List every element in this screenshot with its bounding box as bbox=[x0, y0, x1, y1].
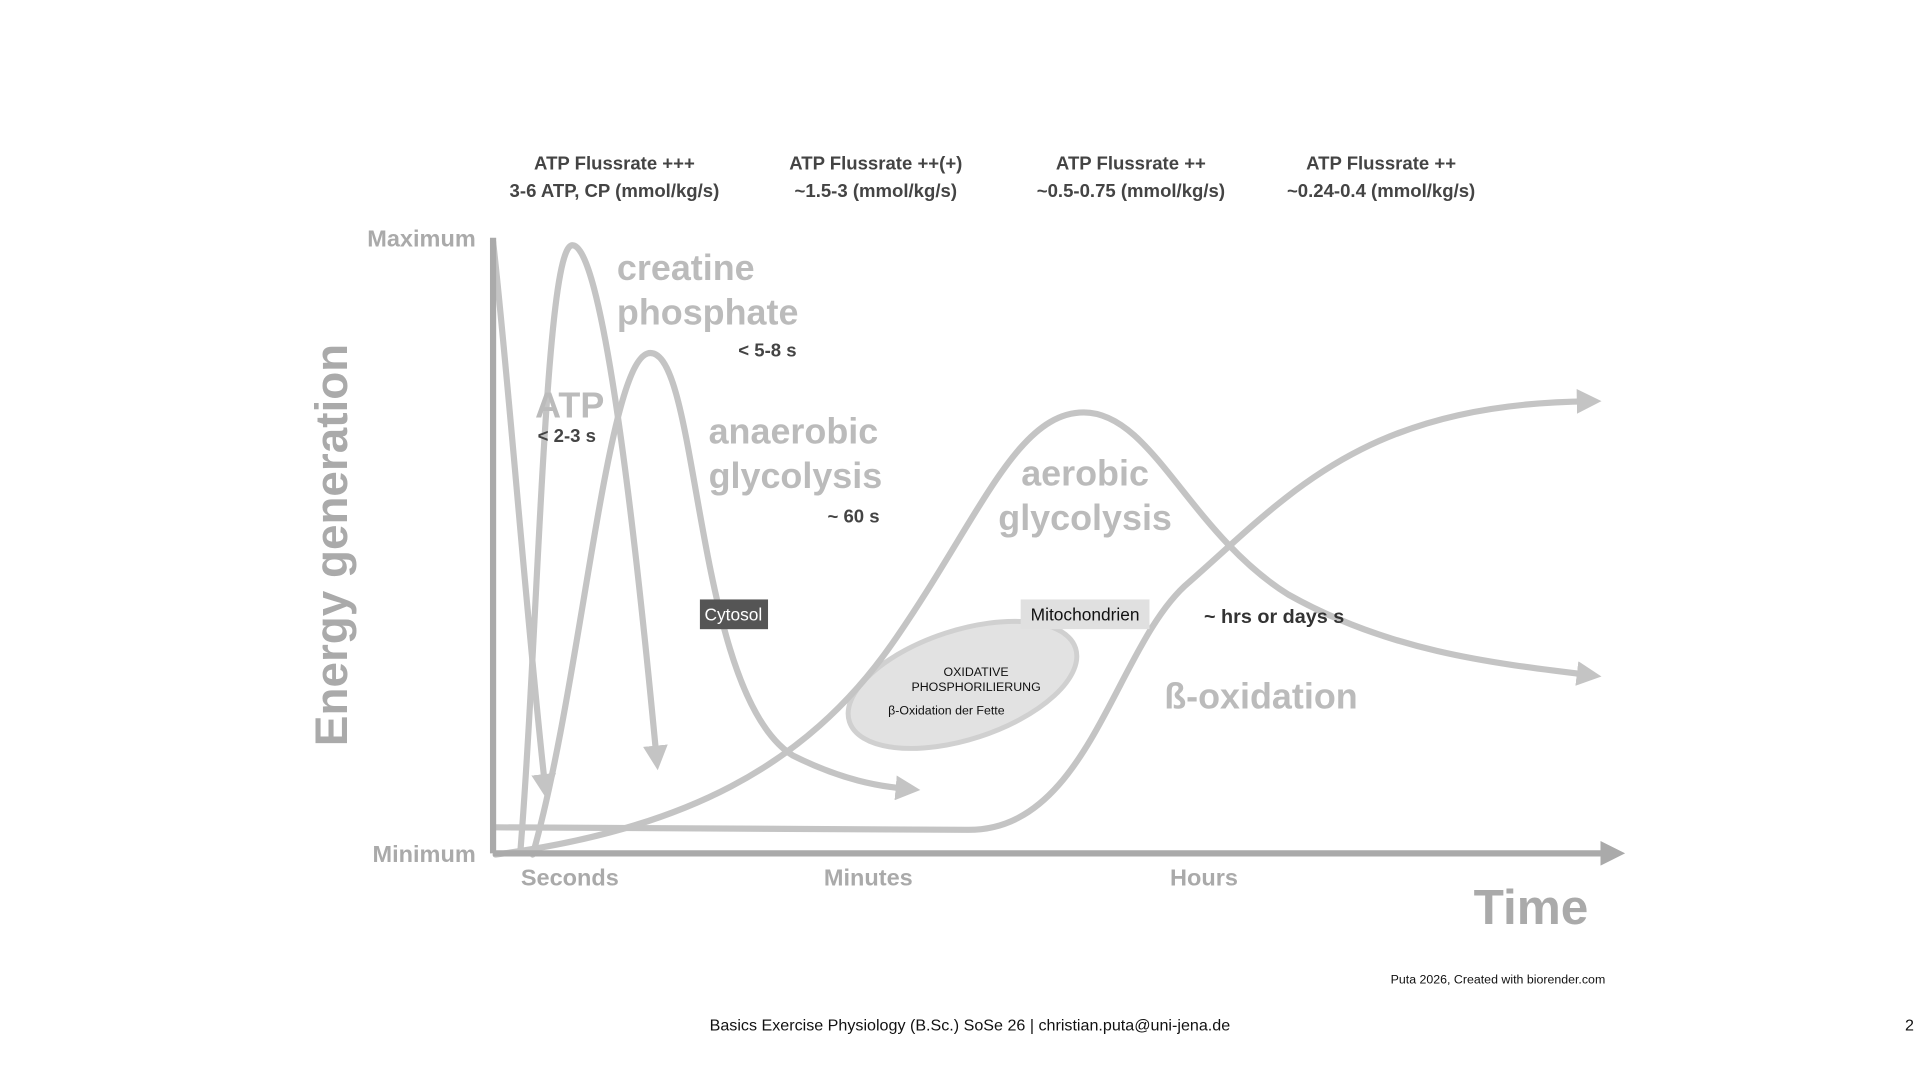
duration: < 5-8 s bbox=[738, 340, 796, 361]
curve-label: ATP bbox=[535, 384, 604, 425]
footer-text: Basics Exercise Physiology (B.Sc.) SoSe … bbox=[710, 1016, 1231, 1034]
beta-oxidation-curve bbox=[492, 389, 1602, 833]
y-min: Minimum bbox=[373, 841, 476, 867]
duration: ~ 60 s bbox=[827, 506, 879, 527]
x-label: Hours bbox=[1170, 865, 1238, 891]
header: ATP Flussrate +++ 3-6 ATP, CP (mmol/kg/s… bbox=[510, 153, 1476, 201]
mito-text: β-Oxidation der Fette bbox=[888, 704, 1005, 718]
mitochondrion-shape bbox=[845, 618, 1080, 751]
header-line: ATP Flussrate ++ bbox=[1056, 153, 1206, 174]
x-axis-title: Time bbox=[1474, 880, 1589, 935]
curve-label: glycolysis bbox=[709, 455, 883, 496]
curves bbox=[489, 237, 1613, 858]
header-line: ~1.5-3 (mmol/kg/s) bbox=[795, 180, 957, 201]
header-line: ATP Flussrate ++ bbox=[1306, 153, 1456, 174]
cp-curve bbox=[517, 242, 668, 856]
mito-text: PHOSPHORILIERUNG bbox=[911, 680, 1040, 694]
y-axis-title: Energy generation bbox=[306, 344, 357, 746]
curve-label: creatine bbox=[617, 247, 755, 288]
x-label: Seconds bbox=[521, 865, 619, 891]
mitochondria-box bbox=[1020, 599, 1150, 630]
x-label: Minutes bbox=[824, 865, 913, 891]
header-line: ~0.24-0.4 (mmol/kg/s) bbox=[1287, 180, 1475, 201]
header-line: ATP Flussrate ++(+) bbox=[789, 153, 962, 174]
header-line: ~0.5-0.75 (mmol/kg/s) bbox=[1037, 180, 1225, 201]
curve-label: phosphate bbox=[617, 291, 799, 332]
aerobic-curve bbox=[492, 409, 1602, 858]
axes bbox=[489, 237, 1613, 854]
curve-label: aerobic bbox=[1021, 453, 1149, 494]
location-label: Mitochondrien bbox=[1031, 605, 1140, 625]
mito-text: OXIDATIVE bbox=[944, 665, 1009, 679]
anaerobic-curve bbox=[529, 349, 921, 858]
y-max: Maximum bbox=[367, 225, 475, 251]
duration: < 2-3 s bbox=[538, 425, 596, 446]
curve-label: anaerobic bbox=[709, 410, 879, 451]
credit: Puta 2026, Created with biorender.com bbox=[1391, 972, 1606, 986]
location-label: Cytosol bbox=[704, 605, 762, 625]
duration: ~ hrs or days s bbox=[1204, 606, 1344, 628]
header-line: 3-6 ATP, CP (mmol/kg/s) bbox=[510, 180, 720, 201]
curve-label: glycolysis bbox=[998, 497, 1172, 538]
atp-curve bbox=[489, 238, 557, 799]
curve-label: ß-oxidation bbox=[1164, 675, 1357, 716]
cytosol-box bbox=[699, 599, 769, 630]
page-number: 2 bbox=[1905, 1016, 1914, 1034]
header-line: ATP Flussrate +++ bbox=[534, 153, 695, 174]
